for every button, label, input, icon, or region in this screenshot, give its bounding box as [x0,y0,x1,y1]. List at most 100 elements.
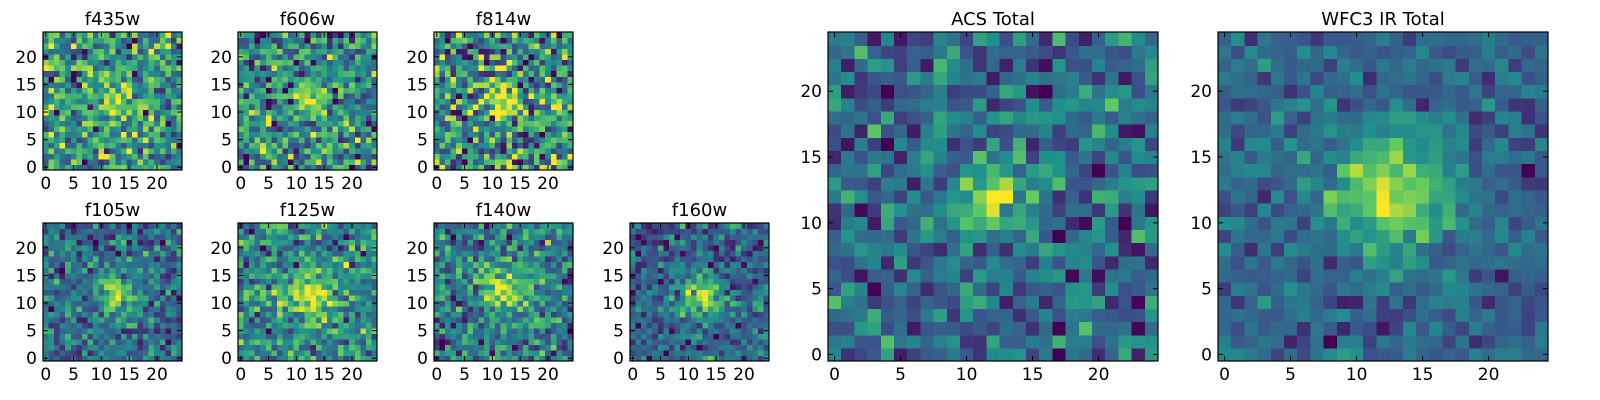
heatmap-cell [456,327,463,334]
y-tick-label: 0 [613,349,624,369]
heatmap-cell [946,347,961,362]
heatmap-cell [304,344,311,351]
heatmap-cell [478,267,485,274]
heatmap-cell [489,103,496,110]
heatmap-cell [148,54,155,61]
heatmap-cell [1052,268,1067,283]
heatmap-cell [456,344,463,351]
heatmap-cell [472,59,480,66]
heatmap-cell [741,322,748,329]
heatmap-cell [170,54,178,61]
heatmap-cell [165,283,172,290]
heatmap-cell [365,81,373,88]
heatmap-cell [691,261,698,268]
heatmap-cell [315,48,322,55]
heatmap-cell [249,250,256,257]
heatmap-cell [461,131,468,138]
heatmap-cell [48,283,55,290]
heatmap-cell [254,239,261,246]
heatmap-cell [450,92,457,99]
heatmap-cell [315,272,322,279]
heatmap-cell [338,228,345,235]
heatmap-cell [752,256,759,263]
heatmap-cell [472,153,480,160]
heatmap-cell [752,349,759,357]
heatmap-cell [98,125,105,132]
heatmap-cell [663,311,670,318]
heatmap-cell [550,65,557,72]
heatmap-cell [260,142,267,149]
heatmap-cell [109,349,116,357]
heatmap-cell [630,333,637,340]
heatmap-cell [54,234,61,241]
heatmap-cell [652,322,659,329]
heatmap-cell [495,136,502,143]
heatmap-cell [1105,295,1119,309]
heatmap-cell [478,54,485,61]
heatmap-cell [1065,163,1080,178]
heatmap-cell [1078,282,1093,296]
heatmap-cell [343,311,350,318]
heatmap-cell [120,250,127,257]
heatmap-cell [445,256,452,263]
heatmap-cell [159,109,166,116]
heatmap-cell [54,87,61,94]
heatmap-cell [265,333,272,340]
heatmap-cell [550,267,557,274]
heatmap-cell [299,76,306,83]
heatmap-cell [472,223,480,230]
heatmap-cell [707,261,714,268]
heatmap-cell [506,98,513,105]
heatmap-cell [920,334,935,349]
heatmap-cell [299,81,306,88]
heatmap-cell [735,245,742,252]
heatmap-cell [1105,189,1119,204]
heatmap-cell [304,267,311,274]
heatmap-cell [439,92,446,99]
heatmap-cell [663,245,670,252]
heatmap-cell [635,261,642,268]
heatmap-cell [960,268,974,283]
heatmap-cell [81,70,89,77]
heatmap-cell [478,87,485,94]
heatmap-cell [137,355,144,362]
heatmap-cell [556,228,563,235]
heatmap-cell [260,234,267,241]
heatmap-cell [517,43,524,50]
heatmap-cell [43,228,50,235]
heatmap-cell [243,322,250,329]
heatmap-cell [371,234,378,241]
heatmap-cell [265,256,272,263]
heatmap-cell [87,164,94,171]
heatmap-cell [567,228,574,235]
heatmap-cell [282,344,289,351]
heatmap-cell [550,87,557,94]
heatmap-cell [148,344,155,351]
heatmap-cell [159,349,166,357]
heatmap-cell [170,322,178,329]
heatmap-cell [104,76,111,83]
x-tick-label: 5 [655,365,666,385]
heatmap-cell [143,228,150,235]
heatmap-cell [365,120,373,127]
heatmap-cell [724,250,731,257]
heatmap-cell [635,223,642,230]
heatmap-cell [713,283,720,290]
heatmap-cell [534,81,541,88]
heatmap-cell [238,316,245,323]
heatmap-cell [338,87,345,94]
heatmap-cell [489,311,496,318]
heatmap-cell [115,234,122,241]
heatmap-cell [43,92,50,99]
heatmap-cell [556,245,563,252]
heatmap-cell [528,81,535,88]
heatmap-cell [691,338,698,346]
heatmap-cell [120,267,127,274]
heatmap-cell [657,349,664,357]
heatmap-cell [260,65,267,72]
heatmap-cell [271,327,278,334]
heatmap-cell [478,316,485,323]
heatmap-cell [702,294,709,301]
heatmap-cell [165,54,172,61]
heatmap-cell [461,338,468,346]
